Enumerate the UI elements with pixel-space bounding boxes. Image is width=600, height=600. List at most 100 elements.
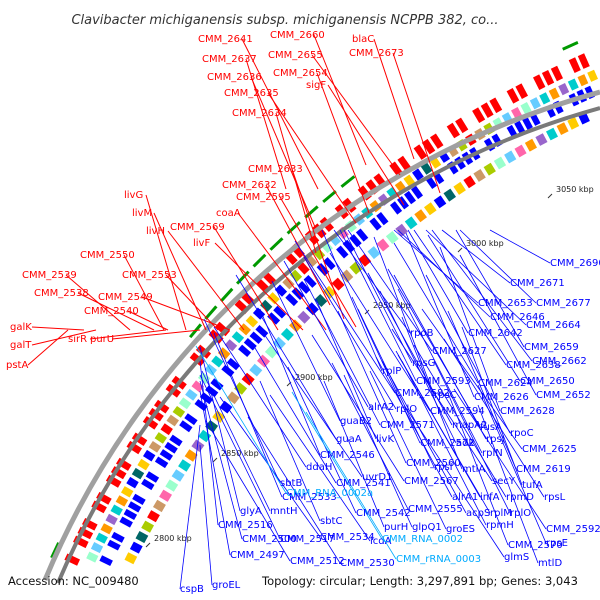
reverse-gene-arrow — [179, 420, 193, 433]
reverse-leader-line — [199, 374, 281, 540]
forward-gene-label: CMM_2549 — [98, 292, 153, 303]
reverse-gene-label: CMM_2541 — [336, 478, 391, 489]
forward-leader-line — [141, 296, 231, 331]
rna-gene-label: CMM_RNA_0002a — [286, 488, 373, 499]
forward-gene-label: CMM_2539 — [22, 270, 77, 281]
reverse-leader-line — [347, 229, 433, 352]
backbone-ring — [42, 89, 600, 584]
reverse-gene-arrow — [226, 357, 240, 371]
reverse-leader-line — [333, 229, 411, 334]
feature-block — [340, 269, 354, 283]
gc-skew-mark — [174, 341, 187, 357]
forward-gene-label: livF — [193, 238, 210, 249]
reverse-leader-line — [199, 346, 241, 512]
forward-leader-line — [27, 329, 69, 366]
forward-gene-label: CMM_2553 — [122, 270, 177, 281]
reverse-gene-arrow — [194, 399, 208, 412]
reverse-gene-arrow — [383, 206, 396, 220]
reverse-gene-label: icdA — [370, 536, 392, 547]
forward-gene-label: CMM_2569 — [170, 222, 225, 233]
forward-leader-line — [373, 38, 415, 160]
reverse-leader-line — [441, 229, 511, 284]
reverse-gene-label: guaB2 — [340, 416, 372, 427]
reverse-gene-arrow — [107, 539, 121, 551]
forward-leader-line — [123, 254, 165, 331]
forward-leader-line — [241, 38, 319, 190]
forward-gene-arrow — [121, 449, 137, 463]
reverse-gene-label: CMM_2677 — [536, 298, 591, 309]
reverse-gene-label: CMM_2571 — [380, 420, 435, 431]
reverse-leader-line — [179, 424, 201, 590]
forward-gene-label: CMM_2655 — [268, 50, 323, 61]
gc-skew-mark — [322, 190, 337, 203]
reverse-gene-label: purH — [384, 522, 408, 533]
forward-gene-label: CMM_2635 — [224, 88, 279, 99]
forward-gene-label: coaA — [216, 208, 241, 219]
reverse-gene-arrow — [411, 185, 423, 200]
forward-gene-label: livG — [124, 190, 143, 201]
feature-block — [191, 380, 204, 393]
forward-gene-label: CMM_2654 — [273, 68, 328, 79]
feature-block — [231, 331, 245, 344]
forward-gene-arrow — [137, 424, 153, 438]
forward-gene-label: CMM_2673 — [349, 48, 404, 59]
feature-block — [172, 406, 186, 418]
reverse-leader-line — [199, 444, 213, 586]
feature-block — [178, 459, 191, 472]
feature-block — [443, 188, 456, 202]
feature-block — [141, 520, 154, 533]
reverse-gene-arrow — [514, 120, 526, 135]
reverse-leader-line — [339, 229, 417, 382]
feature-block — [412, 168, 424, 181]
feature-block — [520, 102, 532, 115]
reverse-gene-label: CMM_2659 — [524, 342, 579, 353]
reverse-gene-label: CMM_2534 — [320, 532, 375, 543]
reverse-gene-label: guaA — [336, 434, 362, 445]
reverse-leader-line — [205, 420, 291, 562]
reverse-leader-line — [393, 229, 479, 304]
reverse-leader-line — [421, 308, 523, 450]
reverse-gene-arrow — [521, 116, 533, 130]
gc-skew-mark — [457, 95, 473, 107]
feature-block — [556, 122, 569, 135]
feature-block — [305, 302, 319, 316]
reverse-gene-label: CMM_2546 — [320, 450, 375, 461]
reverse-leader-line — [373, 236, 435, 396]
reverse-leader-line — [375, 356, 453, 498]
forward-gene-arrow — [131, 432, 148, 446]
reverse-gene-arrow — [164, 441, 178, 454]
forward-gene-arrow — [413, 144, 428, 160]
gc-skew-mark — [132, 398, 145, 415]
feature-block — [137, 458, 150, 471]
feature-block — [282, 277, 295, 290]
feature-block — [257, 354, 270, 368]
feature-block — [234, 382, 248, 395]
reverse-gene-arrow — [238, 344, 252, 357]
reverse-gene-arrow — [285, 293, 299, 307]
feature-block — [249, 363, 263, 377]
reverse-gene-label: CMM_2653 — [478, 298, 533, 309]
reverse-gene-label: alrA1 — [452, 492, 478, 503]
reverse-gene-label: CMM_2570 — [508, 540, 563, 551]
reverse-gene-label: CMM_2638 — [506, 360, 561, 371]
reverse-leader-line — [393, 274, 487, 440]
reverse-gene-label: mntH — [270, 506, 298, 517]
forward-gene-arrow — [405, 150, 420, 166]
feature-block — [473, 169, 486, 182]
feature-block — [148, 441, 162, 453]
reverse-gene-label: CMM_2592 — [546, 524, 600, 535]
feature-block — [587, 69, 598, 82]
forward-gene-arrow — [577, 53, 590, 69]
reverse-gene-label: rpsL — [544, 492, 566, 503]
reverse-gene-label: CMM_2567 — [404, 476, 459, 487]
forward-gene-arrow — [430, 133, 444, 149]
gc-skew-mark — [540, 50, 557, 61]
feature-block — [433, 195, 447, 209]
feature-block — [331, 277, 345, 291]
forward-leader-line — [275, 112, 317, 254]
feature-block — [100, 523, 113, 535]
rna-gene-label: CMM_rRNA_0003 — [396, 554, 481, 565]
reverse-gene-label: groES — [446, 524, 475, 535]
feature-block — [504, 150, 517, 164]
gene-labels: blaC CMM_2660 CMM_2673 CMM_2641 CMM_2655 CMM_… — [6, 30, 600, 595]
